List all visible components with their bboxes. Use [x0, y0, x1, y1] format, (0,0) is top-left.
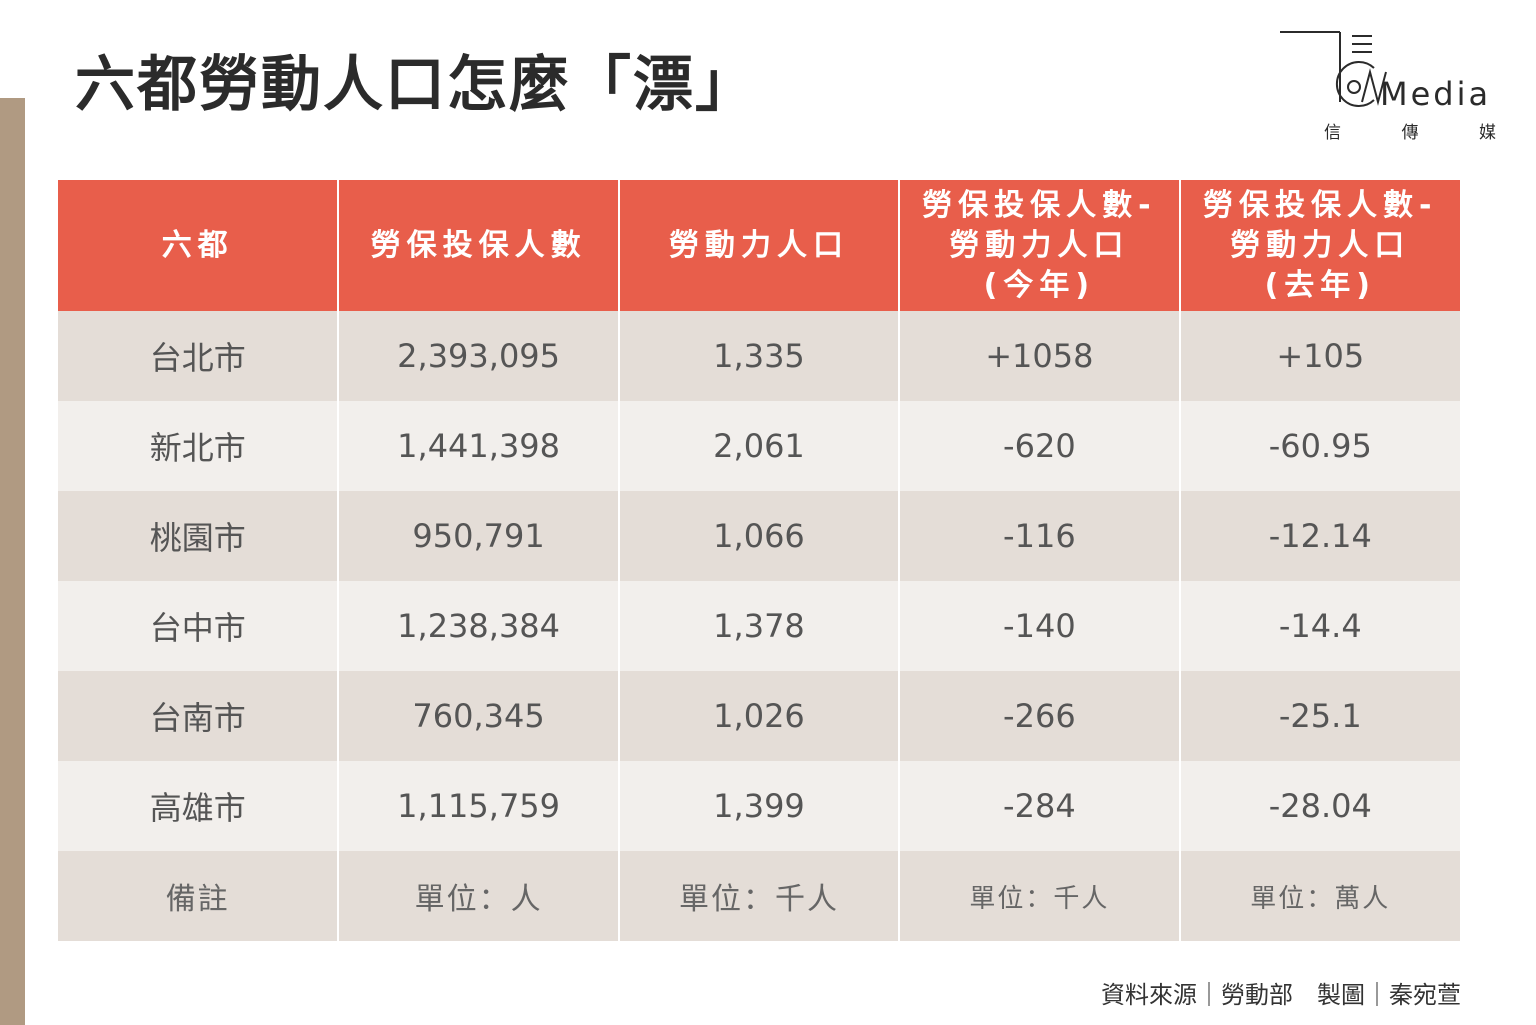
header-line: 六都	[161, 227, 234, 263]
table-row: 高雄市 1,115,759 1,399 -284 -28.04	[58, 761, 1460, 851]
table-cell: 台中市	[58, 581, 340, 671]
table-row: 台中市 1,238,384 1,378 -140 -14.4	[58, 581, 1460, 671]
header-cell: 勞保投保人數	[338, 180, 620, 311]
table-cell: -620	[899, 401, 1181, 491]
table-cell: 1,066	[618, 491, 901, 581]
header-cell: 勞動力人口	[618, 180, 901, 311]
table-cell: -266	[899, 671, 1181, 761]
table-cell: 1,378	[618, 581, 901, 671]
note-cell: 單位：千人	[899, 851, 1181, 941]
table-cell: -140	[899, 581, 1181, 671]
note-cell: 單位：萬人	[1179, 851, 1460, 941]
table-cell: 1,115,759	[338, 761, 620, 851]
note-row: 備註 單位：人 單位：千人 單位：千人 單位：萬人	[58, 851, 1460, 941]
table-row: 台南市 760,345 1,026 -266 -25.1	[58, 671, 1460, 761]
table-cell: -116	[899, 491, 1181, 581]
table-cell: 1,399	[618, 761, 901, 851]
table-row: 桃園市 950,791 1,066 -116 -12.14	[58, 491, 1460, 581]
table-cell: -28.04	[1179, 761, 1460, 851]
header-line: 勞動力人口	[949, 227, 1130, 263]
table-cell: 760,345	[338, 671, 620, 761]
table-header-row: 六都 勞保投保人數 勞動力人口 勞保投保人數- 勞動力人口 (今年) 勞保投保人…	[58, 180, 1460, 311]
table-row: 新北市 1,441,398 2,061 -620 -60.95	[58, 401, 1460, 491]
logo-wordmark: Media	[1380, 75, 1492, 113]
table-cell: 950,791	[338, 491, 620, 581]
header-cell: 勞保投保人數- 勞動力人口 (去年)	[1179, 180, 1460, 311]
table-cell: 台南市	[58, 671, 340, 761]
note-cell: 備註	[58, 851, 340, 941]
header-line: 勞保投保人數-	[922, 187, 1157, 223]
table-cell: 2,393,095	[338, 311, 620, 401]
table-cell: 高雄市	[58, 761, 340, 851]
table-row: 台北市 2,393,095 1,335 +1058 +105	[58, 311, 1460, 401]
table-cell: -284	[899, 761, 1181, 851]
table-cell: -14.4	[1179, 581, 1460, 671]
note-cell: 單位：千人	[618, 851, 901, 941]
table-cell: 2,061	[618, 401, 901, 491]
table-cell: 桃園市	[58, 491, 340, 581]
logo-sub-char: 傳	[1401, 123, 1419, 143]
header-line: 勞保投保人數-	[1203, 187, 1438, 223]
header-line: (今年)	[983, 267, 1096, 303]
header-line: (去年)	[1264, 267, 1376, 303]
table-cell: 新北市	[58, 401, 340, 491]
header-line: 勞動力人口	[1230, 227, 1411, 263]
header-cell: 六都	[58, 180, 340, 311]
table-cell: -12.14	[1179, 491, 1460, 581]
header-cell: 勞保投保人數- 勞動力人口 (今年)	[899, 180, 1181, 311]
source-credit: 資料來源｜勞動部 製圖｜秦宛萱	[1101, 981, 1461, 1009]
header-line: 勞保投保人數	[370, 227, 587, 263]
table-cell: -60.95	[1179, 401, 1460, 491]
media-logo-icon	[1280, 31, 1387, 107]
logo-sub-char: 媒	[1479, 123, 1496, 143]
logo-sub-char: 信	[1324, 123, 1341, 143]
table-cell: 台北市	[58, 311, 340, 401]
table-cell: +105	[1179, 311, 1460, 401]
table-cell: -25.1	[1179, 671, 1460, 761]
table-cell: 1,026	[618, 671, 901, 761]
header-line: 勞動力人口	[668, 227, 849, 263]
table-cell: 1,238,384	[338, 581, 620, 671]
page-title: 六都勞動人口怎麼「漂」	[75, 50, 757, 120]
logo-subtitle: 信 傳 媒	[1324, 118, 1496, 143]
note-cell: 單位：人	[338, 851, 620, 941]
table-cell: 1,335	[618, 311, 901, 401]
labor-table: 六都 勞保投保人數 勞動力人口 勞保投保人數- 勞動力人口 (今年) 勞保投保人…	[58, 180, 1460, 941]
table-cell: 1,441,398	[338, 401, 620, 491]
side-accent-bar	[0, 98, 25, 1025]
table-cell: +1058	[899, 311, 1181, 401]
